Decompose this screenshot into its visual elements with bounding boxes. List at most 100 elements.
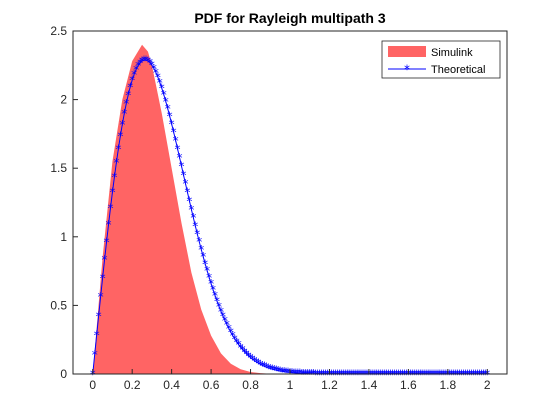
series-theoretical-marker: * [273, 364, 279, 378]
series-theoretical-marker: * [212, 289, 218, 303]
series-theoretical-marker: * [242, 345, 248, 359]
series-theoretical-marker: * [267, 362, 273, 376]
series-theoretical-marker: * [190, 211, 196, 225]
series-theoretical-marker: * [179, 160, 185, 174]
series-theoretical-marker: * [228, 326, 234, 340]
x-tick-label: 0 [89, 378, 96, 392]
y-tick-label: 0 [60, 367, 67, 381]
x-axis: 0 0.2 0.4 0.6 0.8 1 1.2 1.4 1.6 1.8 2 [89, 369, 491, 392]
series-theoretical-marker: * [202, 257, 208, 271]
series-theoretical-marker: * [250, 353, 256, 367]
series-theoretical-marker: * [271, 363, 277, 377]
series-theoretical-marker: * [163, 95, 169, 109]
series-theoretical-marker: * [133, 63, 139, 77]
series-theoretical-marker: * [186, 194, 192, 208]
series-theoretical-marker: * [218, 305, 224, 319]
series-theoretical-marker: * [291, 366, 297, 380]
series-theoretical-marker: * [200, 250, 206, 264]
series-theoretical-marker: * [277, 364, 283, 378]
series-theoretical-marker: * [232, 332, 238, 346]
series-theoretical-marker: * [248, 351, 254, 365]
series-theoretical-marker: * [255, 357, 261, 371]
series-theoretical-marker: * [109, 186, 115, 200]
x-tick-label: 1.2 [321, 378, 338, 392]
series-theoretical-marker: * [169, 117, 175, 131]
series-theoretical-marker: * [253, 355, 259, 369]
series-theoretical-marker: * [171, 125, 177, 139]
series-theoretical-marker: * [198, 243, 204, 257]
series-theoretical-marker: * [289, 366, 295, 380]
series-theoretical-marker: * [177, 151, 183, 165]
series-theoretical-marker: * [184, 186, 190, 200]
series-theoretical-marker: * [188, 203, 194, 217]
y-tick-label: 1 [60, 230, 67, 244]
legend-marker-theoretical: * [404, 63, 410, 77]
series-theoretical-marker: * [263, 361, 269, 375]
series-theoretical-marker: * [259, 359, 265, 373]
series-theoretical-marker: * [145, 54, 151, 68]
series-theoretical-marker: * [161, 88, 167, 102]
series-theoretical-marker: * [240, 343, 246, 357]
y-tick-label: 2.5 [50, 24, 67, 38]
series-theoretical-marker: * [194, 227, 200, 241]
series-theoretical-marker: * [265, 361, 271, 375]
series-theoretical-marker: * [167, 110, 173, 124]
series-theoretical-marker: * [125, 88, 131, 102]
x-tick-label: 0.8 [242, 378, 259, 392]
legend-label-simulink: Simulink [431, 47, 473, 59]
x-tick-label: 0.2 [124, 378, 141, 392]
series-theoretical-marker: * [102, 253, 108, 267]
series-theoretical-marker: * [100, 272, 106, 286]
series-theoretical-marker: * [107, 202, 113, 216]
series-theoretical-marker: * [104, 235, 110, 249]
series-theoretical-marker: * [238, 341, 244, 355]
series-theoretical-marker: * [131, 68, 137, 82]
x-tick-label: 2 [484, 378, 491, 392]
x-tick-label: 1.4 [361, 378, 378, 392]
series-theoretical-marker: * [214, 295, 220, 309]
series-theoretical-marker: * [224, 318, 230, 332]
series-theoretical-marker: * [165, 102, 171, 116]
series-theoretical-marker: * [208, 277, 214, 291]
series-theoretical-marker: * [115, 142, 121, 156]
series-theoretical-marker: * [157, 76, 163, 90]
series-theoretical-marker: * [283, 365, 289, 379]
series-theoretical-marker: * [182, 177, 188, 191]
series-theoretical-marker: * [275, 364, 281, 378]
series-theoretical-marker: * [216, 300, 222, 314]
series-theoretical-marker: * [196, 235, 202, 249]
series-theoretical-marker: * [92, 348, 98, 362]
series-theoretical-marker: * [135, 59, 141, 73]
series-theoretical-marker: * [293, 366, 299, 380]
series-theoretical-marker: * [204, 264, 210, 278]
series-theoretical-marker: * [257, 358, 263, 372]
series-theoretical-marker: * [251, 354, 257, 368]
series-theoretical-marker: * [269, 363, 275, 377]
x-tick-label: 1.8 [439, 378, 456, 392]
series-theoretical-marker: * [220, 310, 226, 324]
y-tick-label: 1.5 [50, 161, 67, 175]
x-tick-label: 0.4 [163, 378, 180, 392]
series-theoretical-marker: * [285, 366, 291, 380]
series-theoretical-marker: * [137, 56, 143, 70]
series-theoretical-marker: * [143, 54, 149, 68]
series-theoretical-marker: * [151, 62, 157, 76]
series-theoretical-marker: * [141, 54, 147, 68]
series-theoretical-marker: * [279, 365, 285, 379]
series-theoretical-marker: * [173, 134, 179, 148]
series-theoretical-marker: * [236, 338, 242, 352]
series-theoretical-marker: * [106, 218, 112, 232]
series-theoretical-marker: * [226, 322, 232, 336]
series-theoretical-marker: * [281, 365, 287, 379]
series-theoretical-marker: * [147, 56, 153, 70]
series-theoretical-marker: * [155, 71, 161, 85]
series-theoretical-marker: * [244, 347, 250, 361]
legend: Simulink * Theoretical [381, 40, 501, 79]
series-theoretical-marker: * [230, 329, 236, 343]
series-theoretical-marker: * [121, 107, 127, 121]
series-theoretical-marker: * [98, 290, 104, 304]
series-theoretical-marker: * [119, 118, 125, 132]
y-tick-label: 2 [60, 93, 67, 107]
series-theoretical-marker: * [222, 314, 228, 328]
